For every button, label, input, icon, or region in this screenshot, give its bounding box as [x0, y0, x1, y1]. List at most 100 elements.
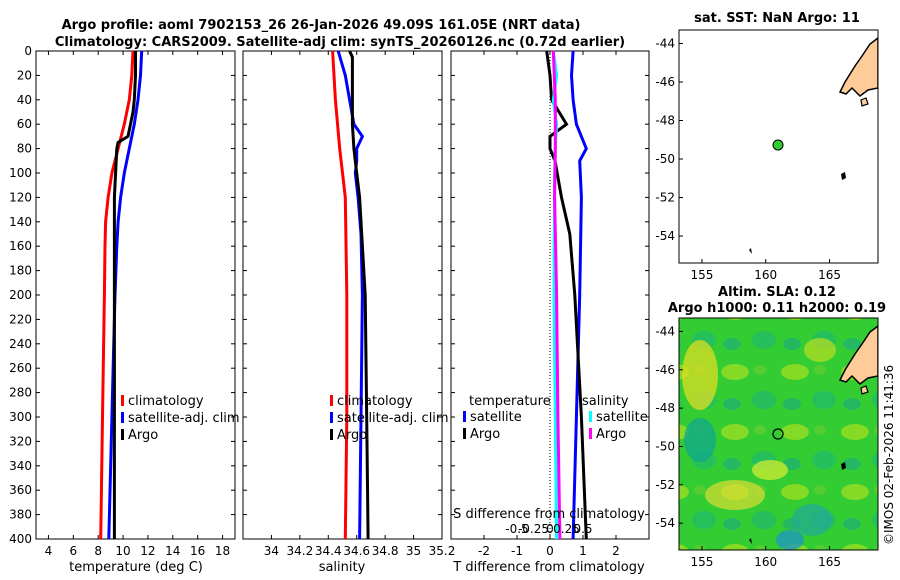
difference-xlabel: T difference from climatology: [452, 560, 645, 575]
copyright-stamp: ©IMOS 02-Feb-2026 11:41:36: [882, 365, 896, 545]
map-y-tick-label: -52: [655, 478, 675, 492]
map-y-tick-label: -54: [655, 229, 675, 243]
temperature-legend: climatology satellite-adj. clim Argo: [121, 394, 240, 443]
y-tick-label: 60: [17, 117, 32, 131]
legend-swatch-t-argo: [463, 428, 466, 439]
island: [860, 385, 869, 395]
map-y-tick-label: -48: [655, 114, 675, 128]
sst-map-land: [749, 37, 878, 254]
island: [749, 248, 752, 254]
sla-low-anomaly: [684, 418, 716, 462]
y-tick-label: 200: [9, 288, 32, 302]
y-tick-label: 320: [9, 434, 32, 448]
island: [841, 172, 846, 180]
series-line-climatology: [99, 50, 135, 540]
map-y-tick-label: -50: [655, 439, 675, 453]
y-tick-label: 100: [9, 166, 32, 180]
salinity-xlabel: salinity: [319, 560, 366, 575]
x-tick-label: 34: [264, 544, 279, 558]
legend-swatch-argo: [121, 429, 124, 440]
sst-map-title: sat. SST: NaN Argo: 11: [694, 11, 860, 26]
x-tick-label: 1: [579, 544, 587, 558]
x-tick-label: 4: [45, 544, 53, 558]
float-position-marker: [772, 139, 784, 151]
legend-label-satellite: satellite-adj. clim: [337, 411, 449, 426]
sla-high-anomaly: [705, 480, 765, 510]
x-tick-label: 35: [406, 544, 421, 558]
legend-header-salinity: salinity: [582, 394, 629, 409]
legend-swatch-climatology: [330, 395, 333, 406]
x-tick-label: 18: [215, 544, 230, 558]
series-line-t-argo: [545, 50, 588, 540]
sla-map-title-2: Argo h1000: 0.11 h2000: 0.19: [668, 301, 886, 316]
legend-label-t-argo: Argo: [470, 427, 500, 442]
y-tick-label: 240: [9, 337, 32, 351]
legend-label-climatology: climatology: [337, 394, 413, 409]
series-line-argo: [112, 51, 137, 539]
sla-field: [679, 318, 878, 550]
series-line-climatology: [331, 50, 349, 540]
sla-high-anomaly: [804, 338, 836, 362]
y-tick-label: 0: [24, 44, 32, 58]
map-x-tick-label: 155: [691, 268, 714, 282]
island: [749, 538, 752, 544]
y-tick-label: 400: [9, 532, 32, 546]
y-tick-label: 140: [9, 215, 32, 229]
difference-top-xlabel: S difference from climatology: [453, 507, 645, 522]
s-tick-label: 0.25: [553, 522, 580, 536]
sla-low-anomaly: [776, 530, 804, 550]
y-tick-label: 120: [9, 190, 32, 204]
legend-swatch-s-satellite: [589, 411, 592, 422]
y-tick-label: 160: [9, 239, 32, 253]
x-tick-label: 14: [165, 544, 180, 558]
map-x-tick-label: 160: [754, 555, 777, 569]
legend-label-argo: Argo: [128, 428, 158, 443]
y-tick-label: 80: [17, 142, 32, 156]
s-tick-label: 0: [546, 522, 554, 536]
coastline: [838, 37, 878, 97]
y-tick-label: 40: [17, 93, 32, 107]
map-x-tick-label: 165: [818, 268, 841, 282]
x-tick-label: 34.2: [286, 544, 313, 558]
x-tick-label: 0: [546, 544, 554, 558]
island: [841, 462, 846, 470]
title-line-1: Argo profile: aoml 7902153_26 26-Jan-202…: [62, 18, 581, 33]
legend-label-climatology: climatology: [128, 394, 204, 409]
map-y-tick-label: -52: [655, 191, 675, 205]
x-tick-label: -2: [478, 544, 490, 558]
s-tick-label: -0.25: [518, 522, 549, 536]
legend-swatch-climatology: [121, 395, 124, 406]
x-tick-label: 16: [190, 544, 205, 558]
x-tick-label: 12: [140, 544, 155, 558]
map-y-tick-label: -48: [655, 401, 675, 415]
map-y-tick-label: -44: [655, 36, 675, 50]
x-tick-label: -1: [511, 544, 523, 558]
x-tick-label: 10: [115, 544, 130, 558]
title-line-2: Climatology: CARS2009. Satellite-adj cli…: [55, 35, 625, 50]
y-tick-label: 260: [9, 361, 32, 375]
sla-low-anomaly: [792, 504, 832, 536]
legend-swatch-satellite: [330, 412, 333, 423]
map-y-tick-label: -50: [655, 152, 675, 166]
sla-map-axes: [678, 317, 879, 551]
sla-map-title-1: Altim. SLA: 0.12: [718, 285, 836, 300]
y-tick-label: 280: [9, 386, 32, 400]
map-x-tick-label: 160: [754, 268, 777, 282]
map-y-tick-label: -44: [655, 324, 675, 338]
legend-label-s-satellite: satellite: [596, 410, 648, 425]
sla-high-anomaly: [682, 340, 718, 410]
difference-legend: temperature salinity satellite Argo sate…: [463, 394, 648, 442]
x-tick-label: 8: [94, 544, 102, 558]
series-line-s-argo: [551, 50, 562, 540]
legend-swatch-t-satellite: [463, 411, 466, 422]
legend-swatch-satellite: [121, 412, 124, 423]
y-tick-label: 380: [9, 508, 32, 522]
x-tick-label: 35.2: [429, 544, 456, 558]
s-tick-label: 0.5: [573, 522, 592, 536]
float-position-marker: [772, 428, 784, 440]
y-tick-label: 220: [9, 312, 32, 326]
legend-label-t-satellite: satellite: [470, 410, 522, 425]
temperature-axes: [35, 50, 236, 540]
